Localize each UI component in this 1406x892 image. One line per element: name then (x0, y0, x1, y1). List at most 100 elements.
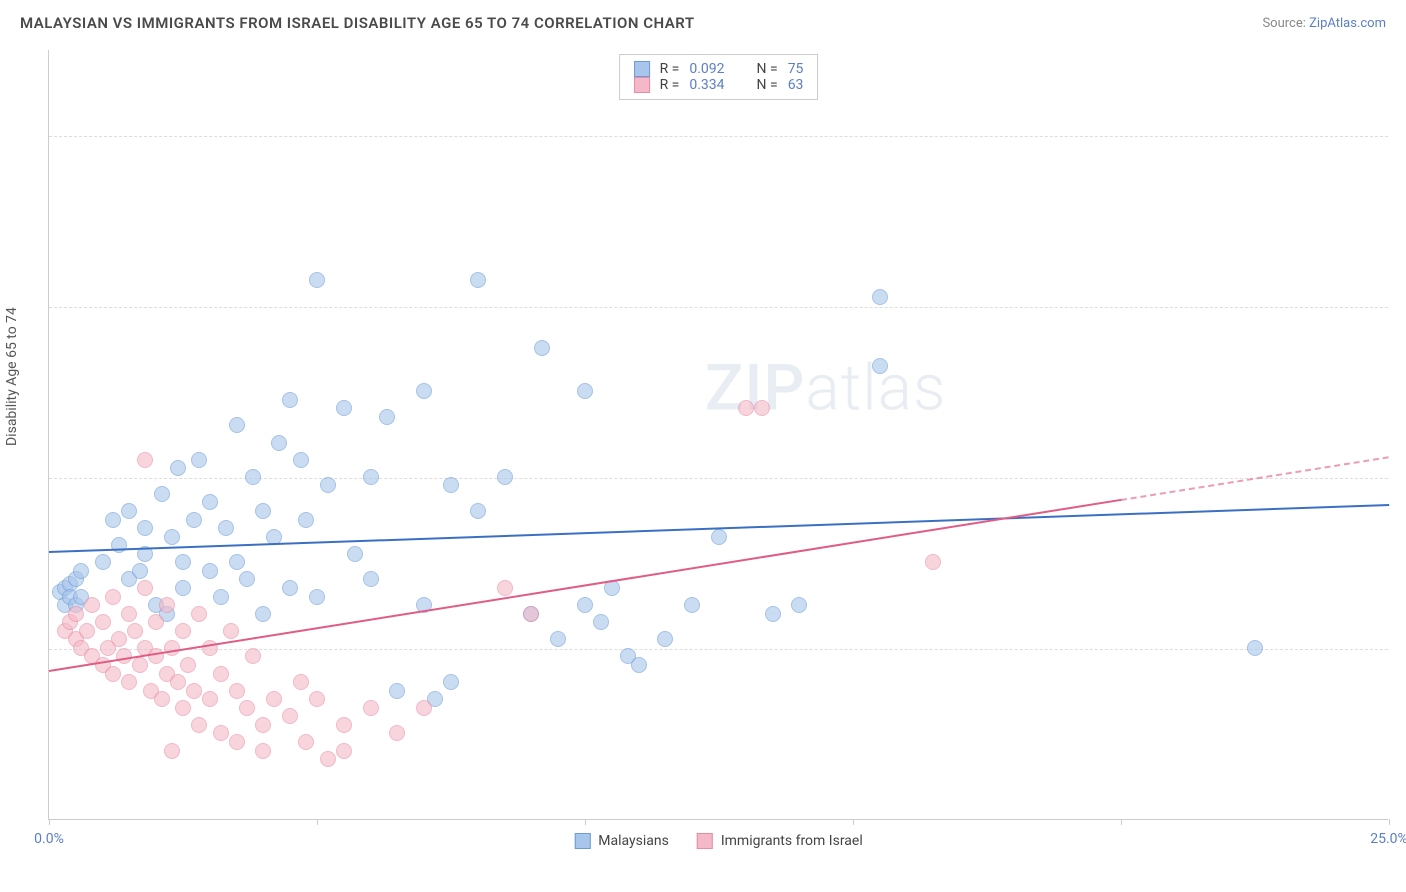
data-point (175, 554, 191, 570)
data-point (127, 623, 143, 639)
data-point (137, 520, 153, 536)
source-attribution: Source: ZipAtlas.com (1262, 16, 1386, 31)
n-label: N = (757, 77, 778, 93)
data-point (229, 683, 245, 699)
data-point (202, 494, 218, 510)
data-point (111, 537, 127, 553)
data-point (164, 529, 180, 545)
data-point (121, 606, 137, 622)
data-point (738, 400, 754, 416)
x-tick-label: 25.0% (1370, 831, 1406, 847)
data-point (577, 383, 593, 399)
correlation-legend: R =0.092N =75R =0.334N =63 (619, 54, 819, 100)
data-point (293, 452, 309, 468)
trend-line (49, 503, 1389, 552)
data-point (202, 691, 218, 707)
x-tick-label: 0.0% (34, 831, 64, 847)
data-point (154, 486, 170, 502)
data-point (309, 272, 325, 288)
data-point (95, 614, 111, 630)
data-point (282, 392, 298, 408)
data-point (550, 631, 566, 647)
data-point (523, 606, 539, 622)
legend-label: Immigrants from Israel (721, 833, 863, 849)
data-point (470, 272, 486, 288)
x-tick (317, 819, 318, 825)
data-point (137, 452, 153, 468)
data-point (416, 383, 432, 399)
data-point (754, 400, 770, 416)
data-point (229, 734, 245, 750)
data-point (336, 743, 352, 759)
source-link[interactable]: ZipAtlas.com (1309, 16, 1386, 31)
data-point (148, 614, 164, 630)
data-point (175, 580, 191, 596)
data-point (245, 469, 261, 485)
gridline (49, 307, 1388, 308)
data-point (191, 452, 207, 468)
data-point (175, 623, 191, 639)
data-point (497, 469, 513, 485)
data-point (577, 597, 593, 613)
data-point (416, 700, 432, 716)
data-point (363, 571, 379, 587)
r-value: 0.092 (689, 61, 724, 77)
data-point (186, 512, 202, 528)
trend-line (1121, 456, 1389, 501)
data-point (164, 640, 180, 656)
data-point (1247, 640, 1263, 656)
legend-item: Malaysians (574, 833, 669, 849)
data-point (872, 358, 888, 374)
data-point (121, 503, 137, 519)
data-point (175, 700, 191, 716)
data-point (180, 657, 196, 673)
data-point (320, 477, 336, 493)
x-tick (1389, 819, 1390, 825)
r-label: R = (660, 77, 680, 93)
data-point (443, 477, 459, 493)
data-point (154, 691, 170, 707)
data-point (164, 743, 180, 759)
data-point (159, 597, 175, 613)
legend-swatch (634, 77, 650, 93)
legend-swatch (574, 833, 590, 849)
data-point (631, 657, 647, 673)
data-point (593, 614, 609, 630)
data-point (309, 589, 325, 605)
source-label: Source: (1262, 16, 1305, 31)
data-point (282, 580, 298, 596)
data-point (298, 734, 314, 750)
data-point (443, 674, 459, 690)
data-point (534, 340, 550, 356)
data-point (191, 717, 207, 733)
data-point (379, 409, 395, 425)
data-point (282, 708, 298, 724)
data-point (239, 571, 255, 587)
data-point (389, 683, 405, 699)
data-point (925, 554, 941, 570)
scatter-chart: ZIPatlas 20.0%40.0%60.0%80.0% 0.0%25.0% … (48, 50, 1388, 820)
data-point (218, 520, 234, 536)
data-point (105, 589, 121, 605)
x-tick (585, 819, 586, 825)
data-point (470, 503, 486, 519)
data-point (121, 674, 137, 690)
data-point (239, 700, 255, 716)
data-point (170, 674, 186, 690)
trend-line (49, 499, 1121, 672)
data-point (229, 417, 245, 433)
data-point (213, 666, 229, 682)
data-point (255, 717, 271, 733)
legend-stat-row: R =0.092N =75 (634, 61, 804, 77)
data-point (309, 691, 325, 707)
data-point (255, 606, 271, 622)
gridline (49, 136, 1388, 137)
y-axis-title: Disability Age 65 to 74 (4, 307, 20, 446)
data-point (347, 546, 363, 562)
data-point (137, 580, 153, 596)
data-point (111, 631, 127, 647)
n-value: 75 (788, 61, 804, 77)
n-value: 63 (788, 77, 804, 93)
data-point (229, 554, 245, 570)
legend-stat-row: R =0.334N =63 (634, 77, 804, 93)
